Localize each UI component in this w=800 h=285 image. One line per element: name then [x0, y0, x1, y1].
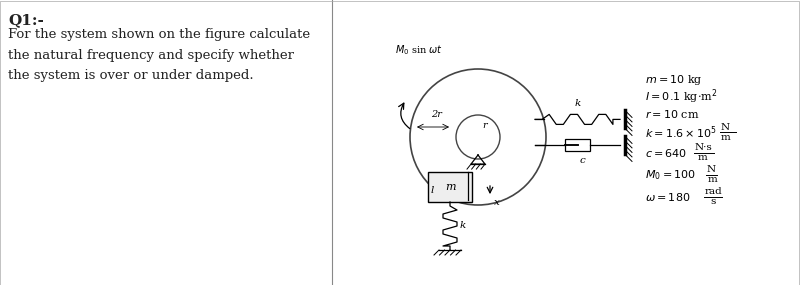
Bar: [565, 139, 590, 151]
Text: N·s: N·s: [695, 144, 713, 152]
Text: Q1:-: Q1:-: [8, 13, 44, 27]
Text: $I = 0.1$ kg$\cdot$m$^2$: $I = 0.1$ kg$\cdot$m$^2$: [645, 88, 718, 106]
Text: c: c: [580, 156, 586, 165]
Text: N: N: [721, 123, 730, 133]
Text: m: m: [445, 182, 455, 192]
Text: l: l: [431, 186, 434, 195]
Text: m: m: [698, 154, 708, 162]
Text: $m = 10$ kg: $m = 10$ kg: [645, 73, 702, 87]
Text: $M_0 = 100$: $M_0 = 100$: [645, 168, 696, 182]
Text: k: k: [460, 221, 466, 231]
Text: 2r: 2r: [430, 110, 442, 119]
Text: $c = 640$: $c = 640$: [645, 147, 687, 159]
Bar: [428, 172, 472, 202]
Text: m: m: [721, 133, 730, 141]
Text: For the system shown on the figure calculate
the natural frequency and specify w: For the system shown on the figure calcu…: [8, 28, 310, 82]
Text: $r = 10$ cm: $r = 10$ cm: [645, 108, 699, 120]
Text: m: m: [708, 176, 718, 184]
Text: k: k: [574, 99, 581, 108]
Text: $M_0$ sin $\omega t$: $M_0$ sin $\omega t$: [395, 43, 443, 57]
Text: $\omega = 180$: $\omega = 180$: [645, 191, 690, 203]
Text: rad: rad: [705, 188, 722, 196]
Text: N: N: [707, 166, 716, 174]
Text: $k = 1.6 \times 10^5$: $k = 1.6 \times 10^5$: [645, 125, 717, 141]
Text: s: s: [710, 198, 715, 207]
Text: r: r: [482, 121, 486, 131]
Text: x: x: [494, 198, 500, 207]
